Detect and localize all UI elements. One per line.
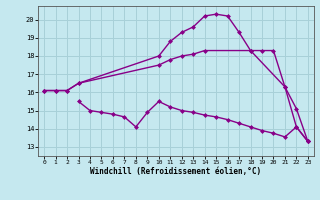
X-axis label: Windchill (Refroidissement éolien,°C): Windchill (Refroidissement éolien,°C) — [91, 167, 261, 176]
